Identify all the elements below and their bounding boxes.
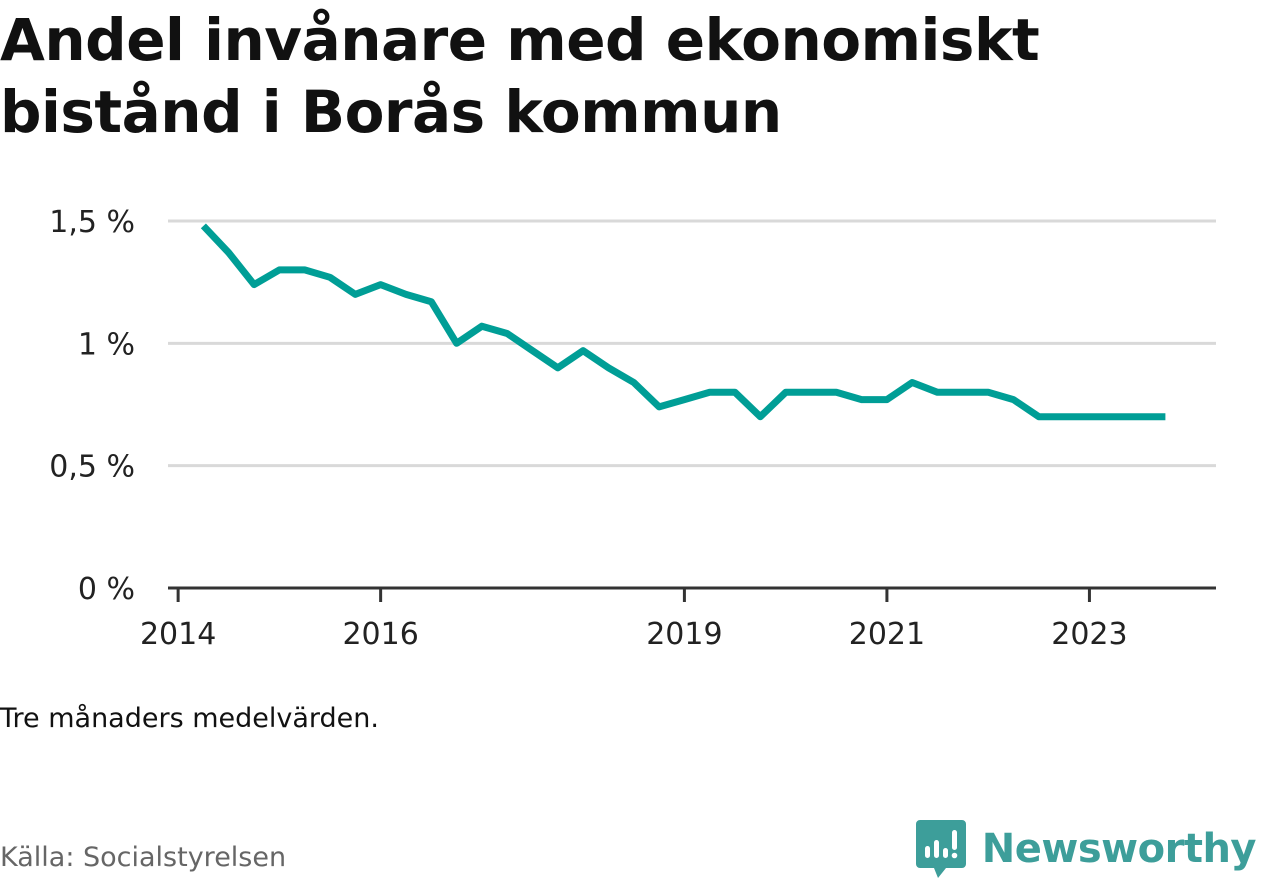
data-point — [1140, 416, 1141, 417]
x-tick-label: 2014 — [140, 617, 216, 652]
series-layer — [200, 223, 1166, 421]
data-point — [1038, 416, 1039, 417]
y-tick-label: 1 % — [78, 327, 135, 362]
chart-title: Andel invånare med ekonomiskt bistånd i … — [0, 6, 1040, 146]
data-point — [1114, 416, 1115, 417]
data-point — [861, 399, 862, 400]
source-text: Källa: Socialstyrelsen — [0, 842, 287, 873]
gridlines — [168, 219, 1216, 468]
data-point — [937, 392, 938, 393]
data-point — [886, 399, 887, 400]
data-point — [1013, 399, 1014, 400]
data-point — [659, 406, 660, 407]
data-point — [785, 392, 786, 393]
data-point — [431, 301, 432, 302]
data-point — [709, 392, 710, 393]
x-tick-label: 2019 — [646, 617, 722, 652]
data-point — [380, 284, 381, 285]
data-point — [304, 269, 305, 270]
data-point — [355, 294, 356, 295]
data-point — [633, 382, 634, 383]
data-point — [228, 252, 229, 253]
data-point — [760, 416, 761, 417]
y-tick-label: 1,5 % — [49, 205, 135, 240]
data-point — [684, 399, 685, 400]
data-point — [912, 382, 913, 383]
data-point — [481, 326, 482, 327]
data-point — [1089, 416, 1090, 417]
data-point — [836, 392, 837, 393]
data-point — [203, 225, 204, 226]
data-point — [608, 367, 609, 368]
data-point — [1064, 416, 1065, 417]
y-axis-ticks: 0 % 0,5 % 1 % 1,5 % — [49, 205, 135, 607]
data-point — [1165, 416, 1166, 417]
line-chart: 0 % 0,5 % 1 % 1,5 % 2014 2016 2019 2021 2023 — [49, 205, 1216, 652]
x-tick-label: 2023 — [1051, 617, 1127, 652]
data-point — [532, 350, 533, 351]
data-point — [254, 284, 255, 285]
x-axis-ticks: 2014 2016 2019 2021 2023 — [140, 588, 1128, 652]
brand-name: Newsworthy — [981, 826, 1257, 872]
data-point — [405, 294, 406, 295]
x-tick-label: 2016 — [342, 617, 418, 652]
data-point — [962, 392, 963, 393]
chart-note: Tre månaders medelvärden. — [0, 703, 379, 734]
data-point — [988, 392, 989, 393]
y-tick-label: 0 % — [78, 572, 135, 607]
data-point — [456, 343, 457, 344]
data-point — [557, 367, 558, 368]
x-tick-label: 2021 — [849, 617, 925, 652]
data-point — [279, 269, 280, 270]
data-point — [583, 350, 584, 351]
newsworthy-logo-icon — [915, 820, 966, 878]
data-point — [507, 333, 508, 334]
data-point — [735, 392, 736, 393]
brand: Newsworthy — [915, 820, 1257, 878]
series-line — [200, 223, 1166, 421]
y-tick-label: 0,5 % — [49, 450, 135, 485]
data-point — [330, 277, 331, 278]
data-point — [810, 392, 811, 393]
